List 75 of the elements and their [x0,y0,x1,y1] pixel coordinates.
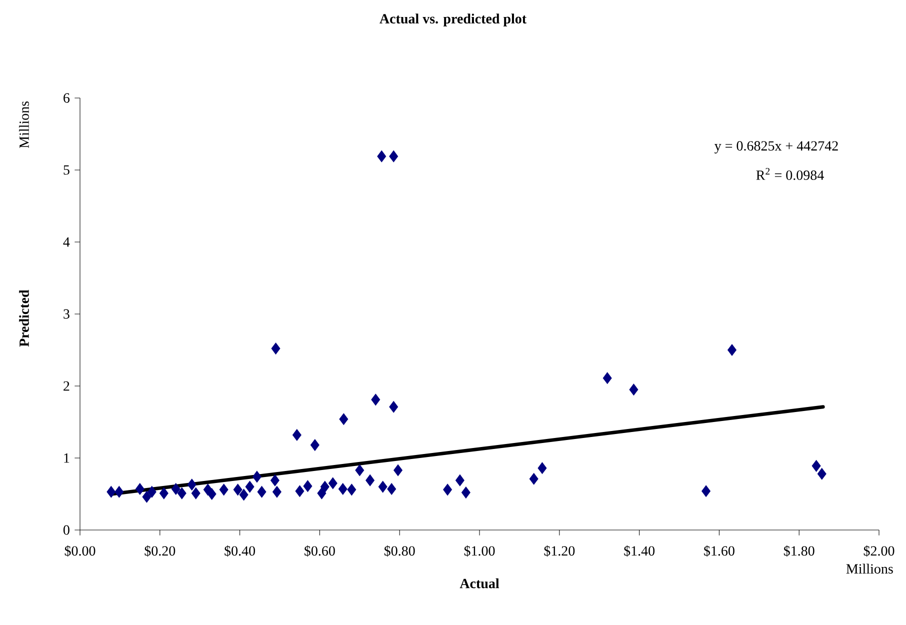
point [207,488,216,500]
point [320,480,330,493]
point [728,344,736,356]
y-tick-label: 1 [64,453,70,463]
point [270,474,280,486]
x-tick-label: $0.00 [64,545,96,557]
x-tick-label: $0.40 [224,545,256,557]
x-tick-label: $1.20 [544,545,575,557]
point [389,401,398,413]
x-tick-label: $2.00 [864,545,894,557]
point [171,483,180,495]
x-tick-label: $0.60 [304,545,335,557]
point [702,485,710,497]
annotation: R$^{2}$ = 0.0984 [756,168,824,180]
point [292,429,302,441]
y-axis-title: Predicted [19,290,29,347]
x-axis-title: Actual [460,578,500,588]
point [387,483,396,495]
point [219,484,228,496]
y-tick-label: 5 [64,165,70,175]
point [328,477,338,490]
point [538,462,547,474]
point [233,484,242,496]
point [817,468,826,480]
point [629,384,638,396]
text: Millions [19,101,29,148]
point [443,484,452,496]
y-tick-label: 6 [64,93,70,103]
x-tick-label: $1.00 [464,545,495,557]
point [366,474,375,486]
point [142,491,152,503]
point [529,473,538,485]
point [812,460,821,472]
point [461,486,470,498]
x-tick-label: $1.80 [784,545,814,557]
point [377,150,386,162]
point [371,394,380,406]
x-tick-label: $1.60 [704,545,734,557]
y-tick-label: 3 [64,309,70,319]
point [239,488,248,501]
point [317,487,326,500]
point [159,487,168,500]
point [271,342,280,354]
point [114,486,124,498]
y-tick-label: 0 [63,525,70,535]
point [394,464,402,476]
point [177,487,186,500]
point [135,483,144,495]
point [245,480,254,493]
point [378,480,388,493]
point [106,486,116,498]
annotation: y = 0.6825x + 442742 [714,141,838,154]
y-tick-label: 2 [64,381,70,391]
x-tick-label: $0.80 [384,545,415,557]
point [339,413,348,425]
x-tick-label: $1.40 [624,545,655,557]
point [187,478,196,491]
x-tick-label: $0.20 [144,545,176,557]
point [338,483,348,495]
point [602,372,612,384]
text: Millions [846,564,893,574]
point [257,486,266,498]
point [295,485,304,497]
point [355,464,364,476]
point [389,150,398,162]
point [347,484,356,496]
point [272,486,282,498]
point [303,480,312,492]
point [310,439,320,451]
y-tick-label: 4 [63,237,70,247]
point [252,470,262,483]
chart-title: Actual vs. predicted plot [380,14,527,26]
point [191,487,200,500]
point [455,474,464,486]
point [147,486,156,498]
